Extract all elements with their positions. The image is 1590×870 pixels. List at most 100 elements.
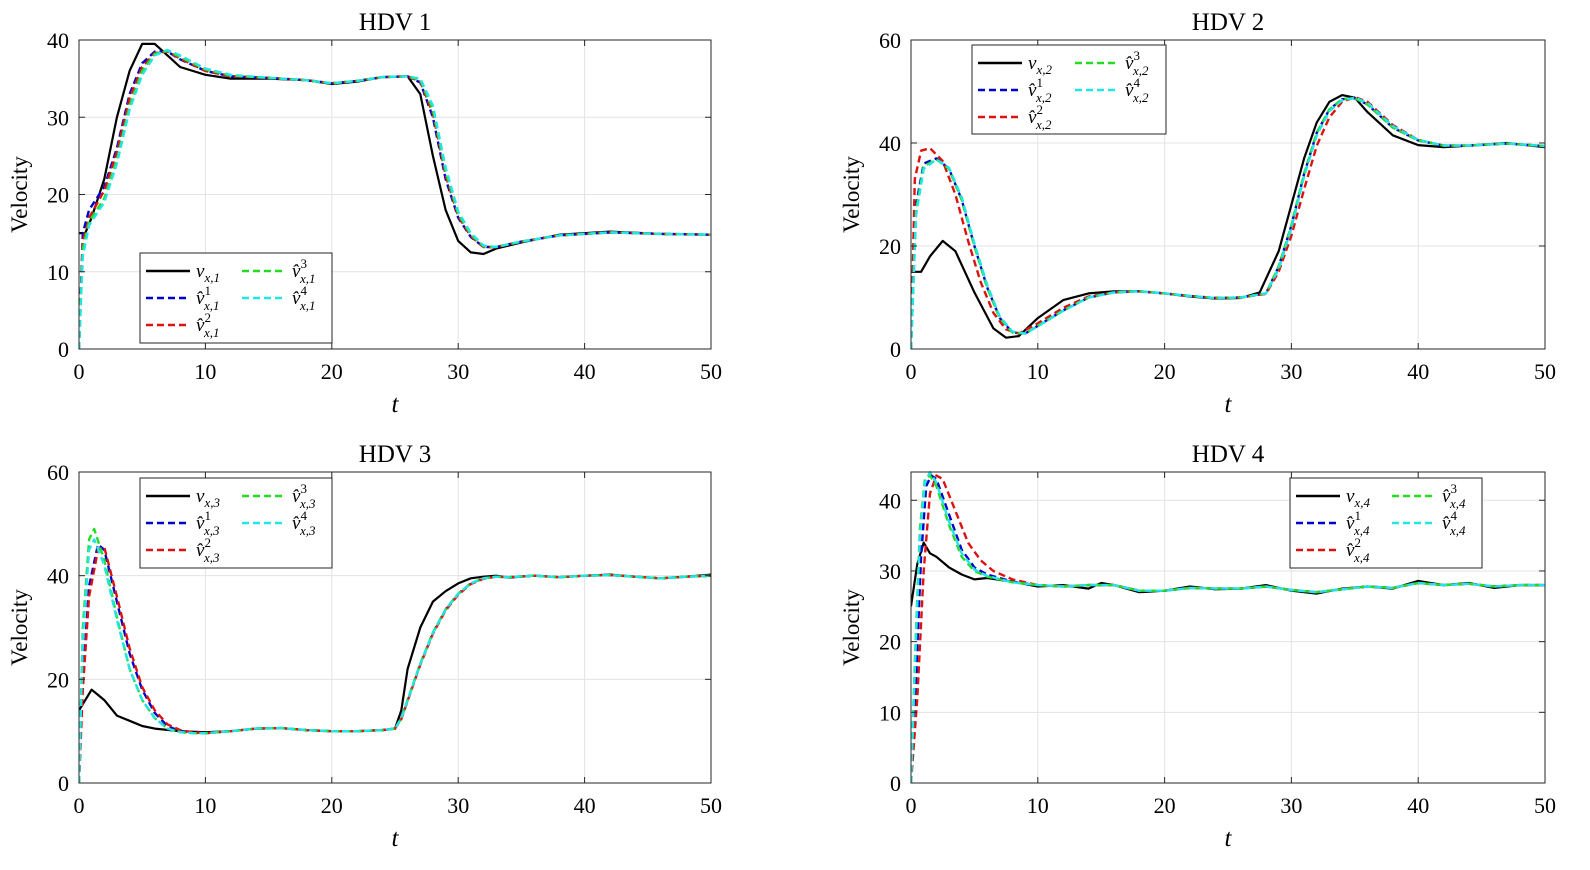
legend-label-sub: x,1 (299, 298, 316, 313)
legend-label-sub: x,4 (1353, 523, 1370, 538)
y-tick-label: 10 (879, 700, 901, 725)
series-line-2 (911, 474, 1545, 783)
legend-label-sub: x,1 (203, 325, 220, 340)
legend-label-sup: 2 (1036, 102, 1043, 117)
x-axis-label: t (1225, 825, 1233, 852)
y-tick-label: 40 (879, 131, 901, 156)
x-tick-label: 20 (321, 793, 343, 818)
legend-label-sup: 2 (204, 535, 211, 550)
x-axis-label: t (392, 825, 400, 852)
legend-label-main: v̂ (292, 486, 301, 507)
y-tick-label: 0 (58, 771, 69, 796)
x-tick-label: 40 (1407, 793, 1429, 818)
legend-label-main: v̂ (196, 513, 205, 534)
legend-label: v̂3 x,1 (292, 256, 315, 286)
legend-label-sub: x,2 (1035, 117, 1052, 132)
legend-label-main: v̂ (292, 513, 301, 534)
series-line-5 (79, 538, 711, 783)
legend-label-main: v̂ (1346, 513, 1355, 534)
series-line-5 (911, 96, 1545, 349)
legend-label: v̂4 x,3 (292, 508, 316, 538)
legend-label-sub: x,3 (299, 523, 316, 538)
x-tick-label: 0 (906, 359, 917, 384)
legend-label: vx,4 (1346, 486, 1370, 510)
legend-item-5: v̂4 x,4 (1392, 508, 1466, 538)
legend-label: v̂3 x,3 (292, 481, 316, 511)
legend-label-sub: x,1 (203, 298, 220, 313)
x-tick-label: 10 (194, 359, 216, 384)
y-tick-label: 30 (47, 105, 69, 130)
legend-label-main: v̂ (196, 288, 205, 309)
legend-label-sup: 4 (1133, 75, 1140, 90)
legend-label-sub: x,2 (1035, 90, 1052, 105)
legend-label: vx,1 (196, 261, 220, 285)
series-line-5 (911, 471, 1545, 783)
legend-label-main: v (196, 261, 205, 282)
series-line-3 (79, 50, 711, 349)
legend-item-3: v̂2 x,2 (978, 102, 1052, 132)
series-line-3 (911, 95, 1545, 349)
legend-label-main: v̂ (1028, 107, 1037, 128)
legend-item-3: v̂2 x,4 (1296, 535, 1370, 565)
legend-label-sup: 1 (204, 283, 211, 298)
legend-item-5: v̂4 x,3 (242, 508, 316, 538)
x-axis-label: t (392, 391, 400, 418)
y-tick-label: 20 (879, 630, 901, 655)
axes-box (910, 471, 1546, 784)
y-axis-label: Velocity (839, 156, 864, 233)
x-tick-label: 20 (1154, 793, 1176, 818)
legend-label: vx,3 (196, 486, 220, 510)
legend-label-sub: x,1 (203, 270, 220, 285)
legend-label: v̂2 x,1 (196, 310, 219, 340)
legend-item-1: vx,4 (1296, 486, 1370, 510)
legend-label-main: v̂ (1346, 540, 1355, 561)
legend-label-main: v (196, 486, 205, 507)
legend-label: v̂4 x,1 (292, 283, 315, 313)
legend-item-1: vx,2 (978, 53, 1052, 77)
legend-label: vx,2 (1028, 53, 1052, 77)
y-tick-label: 40 (879, 488, 901, 513)
legend-label-sup: 1 (1354, 508, 1361, 523)
legend-label-sub: x,2 (1035, 62, 1052, 77)
legend-label-sup: 3 (1450, 481, 1457, 496)
x-tick-label: 40 (574, 793, 596, 818)
legend-label-sup: 3 (1133, 48, 1140, 63)
legend-label-sup: 4 (300, 508, 307, 523)
legend-label: v̂2 x,4 (1346, 535, 1370, 565)
legend-label-sub: x,2 (1132, 90, 1149, 105)
legend: vx,2v̂1 x,2v̂2 x,2v̂3 x,2v̂4 x,2 (971, 44, 1167, 135)
y-tick-label: 40 (47, 564, 69, 589)
legend-label: v̂1 x,4 (1346, 508, 1370, 538)
y-tick-label: 10 (47, 260, 69, 285)
y-axis-label: Velocity (7, 156, 32, 233)
x-tick-label: 0 (74, 793, 85, 818)
legend-item-5: v̂4 x,2 (1075, 75, 1149, 105)
legend-label-sub: x,1 (299, 271, 316, 286)
x-tick-label: 30 (447, 793, 469, 818)
legend-label-sub: x,3 (203, 550, 220, 565)
legend-label-main: v̂ (196, 315, 205, 336)
legend-label-main: v (1028, 53, 1037, 74)
y-tick-label: 30 (879, 559, 901, 584)
x-axis-label: t (1225, 391, 1233, 418)
x-tick-label: 30 (447, 359, 469, 384)
chart-title: HDV 3 (359, 441, 431, 468)
x-tick-label: 20 (1154, 359, 1176, 384)
x-tick-label: 10 (1027, 359, 1049, 384)
x-tick-label: 40 (574, 359, 596, 384)
legend-label-sub: x,3 (203, 495, 220, 510)
chart-title: HDV 4 (1192, 441, 1265, 468)
legend-item-4: v̂3 x,2 (1075, 48, 1149, 78)
legend-item-3: v̂2 x,1 (146, 310, 219, 340)
series-group (79, 42, 711, 349)
legend-label-main: v̂ (1125, 53, 1134, 74)
legend-label-sup: 1 (1036, 75, 1043, 90)
legend-label-sub: x,4 (1449, 496, 1466, 511)
legend: vx,4v̂1 x,4v̂2 x,4v̂3 x,4v̂4 x,4 (1289, 477, 1483, 569)
legend-label-sub: x,4 (1353, 550, 1370, 565)
x-tick-label: 40 (1407, 359, 1429, 384)
legend-item-1: vx,1 (146, 261, 220, 285)
legend-label-sub: x,4 (1353, 495, 1370, 510)
